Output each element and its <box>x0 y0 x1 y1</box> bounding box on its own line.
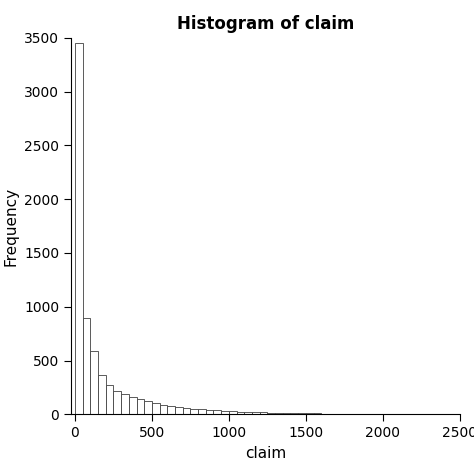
Bar <box>306 413 313 414</box>
Bar <box>244 412 252 414</box>
Bar <box>198 409 206 414</box>
Bar <box>167 406 175 414</box>
Y-axis label: Frequency: Frequency <box>4 187 18 266</box>
Bar <box>191 409 198 414</box>
Bar <box>152 403 160 414</box>
Bar <box>291 413 298 414</box>
Bar <box>129 397 137 414</box>
Bar <box>275 413 283 414</box>
Bar <box>182 408 191 414</box>
Bar <box>106 385 113 414</box>
Bar <box>221 411 229 414</box>
Bar <box>121 394 129 414</box>
Bar <box>229 411 237 414</box>
Title: Histogram of claim: Histogram of claim <box>177 16 354 33</box>
Bar <box>252 412 260 414</box>
Bar <box>175 407 182 414</box>
Bar <box>137 399 144 414</box>
Bar <box>298 413 306 414</box>
Bar <box>267 413 275 414</box>
Bar <box>144 401 152 414</box>
Bar <box>160 405 167 414</box>
Bar <box>75 43 82 414</box>
Bar <box>82 317 91 414</box>
Bar <box>113 391 121 414</box>
Bar <box>283 413 291 414</box>
Bar <box>213 410 221 414</box>
Bar <box>91 351 98 414</box>
X-axis label: claim: claim <box>245 446 286 461</box>
Bar <box>206 410 213 414</box>
Bar <box>237 412 244 414</box>
Bar <box>260 413 267 414</box>
Bar <box>98 374 106 414</box>
